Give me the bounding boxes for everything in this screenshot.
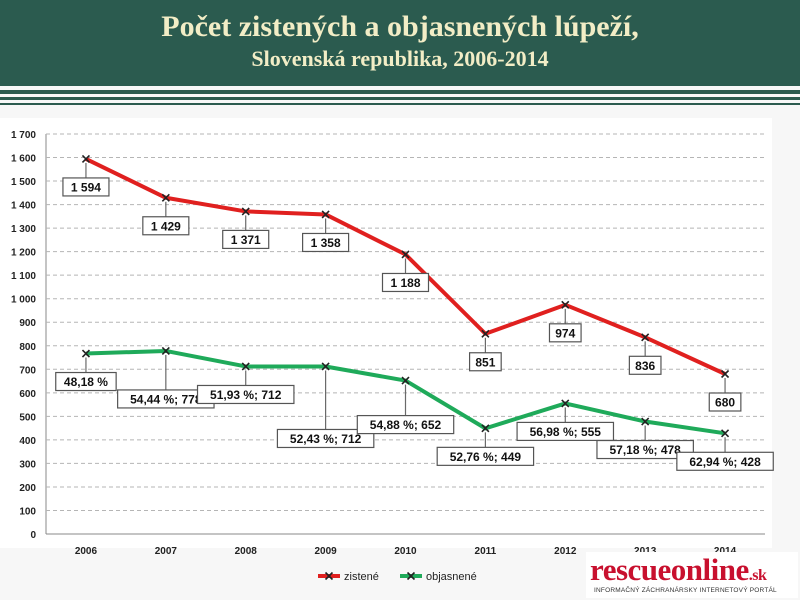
data-label-box bbox=[55, 371, 117, 392]
data-label: 974 bbox=[555, 326, 575, 340]
data-point bbox=[720, 429, 730, 438]
data-point bbox=[481, 424, 490, 433]
data-point bbox=[561, 300, 570, 309]
data-point bbox=[241, 207, 250, 216]
data-label-box bbox=[596, 439, 694, 460]
data-point bbox=[161, 346, 170, 356]
chart-subtitle: Slovenská republika, 2006-2014 bbox=[251, 46, 549, 71]
x-tick-label: 2008 bbox=[235, 546, 258, 557]
data-label-box bbox=[548, 323, 582, 343]
data-label-box bbox=[436, 446, 535, 466]
y-tick-label: 400 bbox=[19, 436, 36, 447]
y-tick-label: 1 000 bbox=[11, 295, 36, 306]
data-point bbox=[401, 376, 410, 385]
y-tick-label: 1 200 bbox=[11, 248, 36, 259]
data-label-box bbox=[468, 352, 502, 372]
y-tick-label: 1 500 bbox=[11, 177, 36, 188]
y-tick-label: 700 bbox=[19, 365, 36, 376]
y-tick-label: 300 bbox=[19, 459, 36, 470]
data-label-box bbox=[356, 414, 455, 435]
header-divider bbox=[0, 90, 800, 94]
legend-label: zistené bbox=[344, 571, 379, 583]
data-label-box bbox=[142, 216, 190, 236]
data-point bbox=[161, 193, 170, 202]
data-point bbox=[321, 210, 330, 219]
y-tick-label: 1 100 bbox=[11, 271, 36, 282]
header-divider bbox=[0, 103, 800, 105]
legend-marker bbox=[406, 571, 416, 581]
header-banner: Počet zistených a objasnených lúpeží, Sl… bbox=[0, 0, 800, 86]
data-label: 1 188 bbox=[390, 276, 420, 290]
data-label: 62,94 %; 428 bbox=[689, 455, 761, 469]
data-label: 851 bbox=[475, 355, 495, 369]
data-label: 54,44 %; 778 bbox=[130, 392, 202, 406]
data-point bbox=[720, 369, 730, 379]
y-tick-label: 200 bbox=[19, 483, 36, 494]
data-point bbox=[561, 399, 570, 408]
data-label-box bbox=[302, 232, 350, 253]
data-label-box bbox=[628, 355, 662, 375]
data-point bbox=[81, 154, 91, 164]
data-label-box bbox=[516, 421, 615, 442]
data-label-box bbox=[676, 451, 774, 471]
line-chart: 0 100 200 300 400 500 600 700 800 900 1 000 1 100 1 … bbox=[0, 118, 774, 583]
data-label: 51,93 %; 712 bbox=[210, 388, 282, 402]
data-label: 680 bbox=[715, 396, 735, 410]
y-tick-label: 1 600 bbox=[11, 154, 36, 165]
y-tick-label: 100 bbox=[19, 506, 36, 517]
data-point bbox=[81, 349, 91, 358]
y-tick-label: 1 700 bbox=[11, 130, 36, 141]
data-label-box bbox=[222, 229, 270, 250]
data-label-box bbox=[62, 177, 110, 197]
data-point bbox=[401, 250, 410, 259]
data-label: 836 bbox=[635, 359, 655, 373]
logo-suffix: .sk bbox=[748, 567, 767, 584]
x-tick-label: 2012 bbox=[554, 546, 577, 557]
header-divider bbox=[0, 97, 800, 100]
data-label: 52,43 %; 712 bbox=[290, 432, 362, 446]
data-point bbox=[241, 362, 250, 371]
y-tick-label: 600 bbox=[19, 389, 36, 400]
data-label: 1 429 bbox=[151, 219, 181, 233]
data-label: 1 371 bbox=[231, 233, 261, 247]
data-label: 1 594 bbox=[71, 180, 101, 194]
x-tick-label: 2009 bbox=[314, 546, 337, 557]
rescueonline-logo: rescueonline.sk INFORMAČNÝ ZÁCHRANÁRSKY … bbox=[586, 552, 798, 598]
chart-background bbox=[0, 118, 772, 548]
data-label: 56,98 %; 555 bbox=[530, 425, 602, 439]
chart-title: Počet zistených a objasnených lúpeží, bbox=[161, 10, 639, 43]
x-tick-label: 2006 bbox=[75, 546, 98, 557]
data-label-box bbox=[381, 272, 430, 293]
y-tick-label: 500 bbox=[19, 412, 36, 423]
logo-tagline: INFORMAČNÝ ZÁCHRANÁRSKY INTERNETOVÝ PORT… bbox=[594, 587, 777, 594]
y-tick-label: 1 400 bbox=[11, 201, 36, 212]
legend-marker bbox=[324, 571, 334, 581]
data-label-box bbox=[708, 392, 742, 412]
data-label: 52,76 %; 449 bbox=[450, 450, 522, 464]
logo-word: rescueonline bbox=[590, 552, 749, 587]
data-point bbox=[321, 362, 330, 371]
y-tick-label: 1 300 bbox=[11, 224, 36, 235]
data-label: 48,18 % bbox=[64, 375, 108, 389]
data-label-box bbox=[276, 428, 375, 449]
x-tick-label: 2007 bbox=[155, 546, 178, 557]
x-tick-label: 2014 bbox=[714, 546, 737, 557]
legend-label: objasnené bbox=[426, 571, 477, 583]
data-label: 57,18 %; 478 bbox=[609, 443, 681, 457]
data-label: 1 358 bbox=[311, 236, 341, 250]
y-tick-label: 0 bbox=[30, 530, 36, 541]
y-tick-label: 800 bbox=[19, 342, 36, 353]
data-point bbox=[641, 417, 650, 426]
x-tick-label: 2013 bbox=[634, 546, 657, 557]
data-point bbox=[641, 333, 650, 342]
x-tick-label: 2011 bbox=[475, 546, 497, 557]
data-point bbox=[481, 329, 490, 338]
x-tick-label: 2010 bbox=[394, 546, 417, 557]
data-label: 54,88 %; 652 bbox=[370, 418, 442, 432]
data-label-box bbox=[196, 384, 295, 405]
y-tick-label: 900 bbox=[19, 318, 36, 329]
